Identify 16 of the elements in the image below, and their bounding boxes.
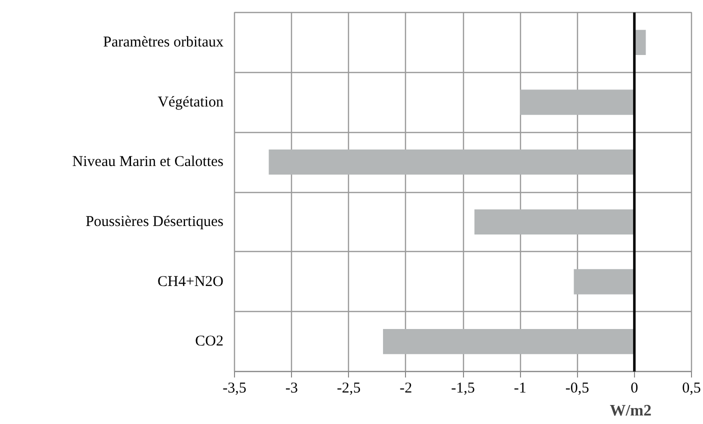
- x-tick-label: -3: [285, 380, 298, 396]
- y-tick-label: CO2: [195, 334, 224, 350]
- y-tick-label: Niveau Marin et Calottes: [72, 154, 224, 170]
- y-tick-label: Paramètres orbitaux: [103, 34, 224, 50]
- x-tick-label: -1,5: [451, 380, 475, 396]
- x-tick-label: -2,5: [336, 380, 361, 396]
- x-tick-label: 0,5: [682, 380, 701, 396]
- x-tick-label: -3,5: [222, 380, 246, 396]
- y-tick-label: Poussières Désertiques: [86, 214, 224, 230]
- y-tick-label: Végétation: [158, 94, 224, 110]
- x-tick-label: 0: [630, 380, 638, 396]
- x-tick-label: -0,5: [565, 380, 590, 396]
- x-tick-label: -2: [400, 380, 412, 396]
- x-axis-title: W/m2: [610, 402, 652, 420]
- x-tick-label: -1: [514, 380, 526, 396]
- y-tick-label: CH4+N2O: [158, 274, 224, 290]
